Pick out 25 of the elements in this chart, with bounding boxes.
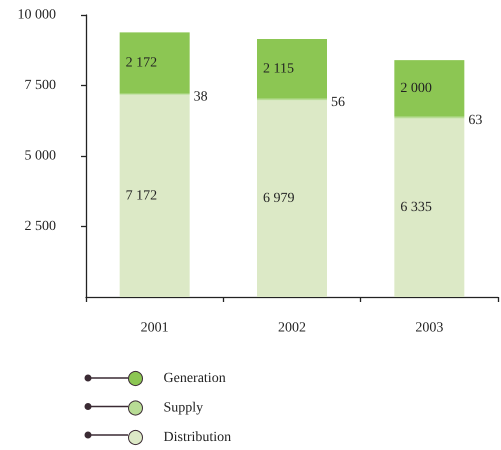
data-label: 56 [331, 94, 345, 110]
bar [257, 38, 327, 99]
y-tick-label: 2 500 [24, 219, 56, 234]
data-label: 2 115 [263, 61, 294, 76]
y-tick-label: 5 000 [24, 148, 56, 164]
data-label: 2 000 [400, 80, 432, 96]
data-label: 6 335 [400, 200, 432, 216]
legend-label: Supply [164, 400, 204, 416]
x-tick-label: 2003 [415, 320, 444, 336]
y-tick-label: 10 000 [18, 8, 56, 22]
data-label: 6 979 [263, 191, 294, 206]
data-label: 2 172 [126, 56, 158, 71]
data-label: 7 172 [126, 188, 158, 204]
data-label: 63 [468, 112, 482, 128]
bar [394, 118, 464, 297]
bar [257, 100, 327, 297]
bar [120, 94, 190, 297]
bar [120, 32, 190, 94]
x-tick-label: 2001 [140, 320, 169, 336]
data-label: 38 [194, 90, 208, 105]
legend-label: Distribution [164, 430, 232, 445]
x-tick-label: 2002 [278, 320, 306, 336]
legend-label: Generation [164, 371, 226, 386]
y-tick-label: 7 500 [24, 78, 56, 93]
bar [394, 60, 464, 117]
